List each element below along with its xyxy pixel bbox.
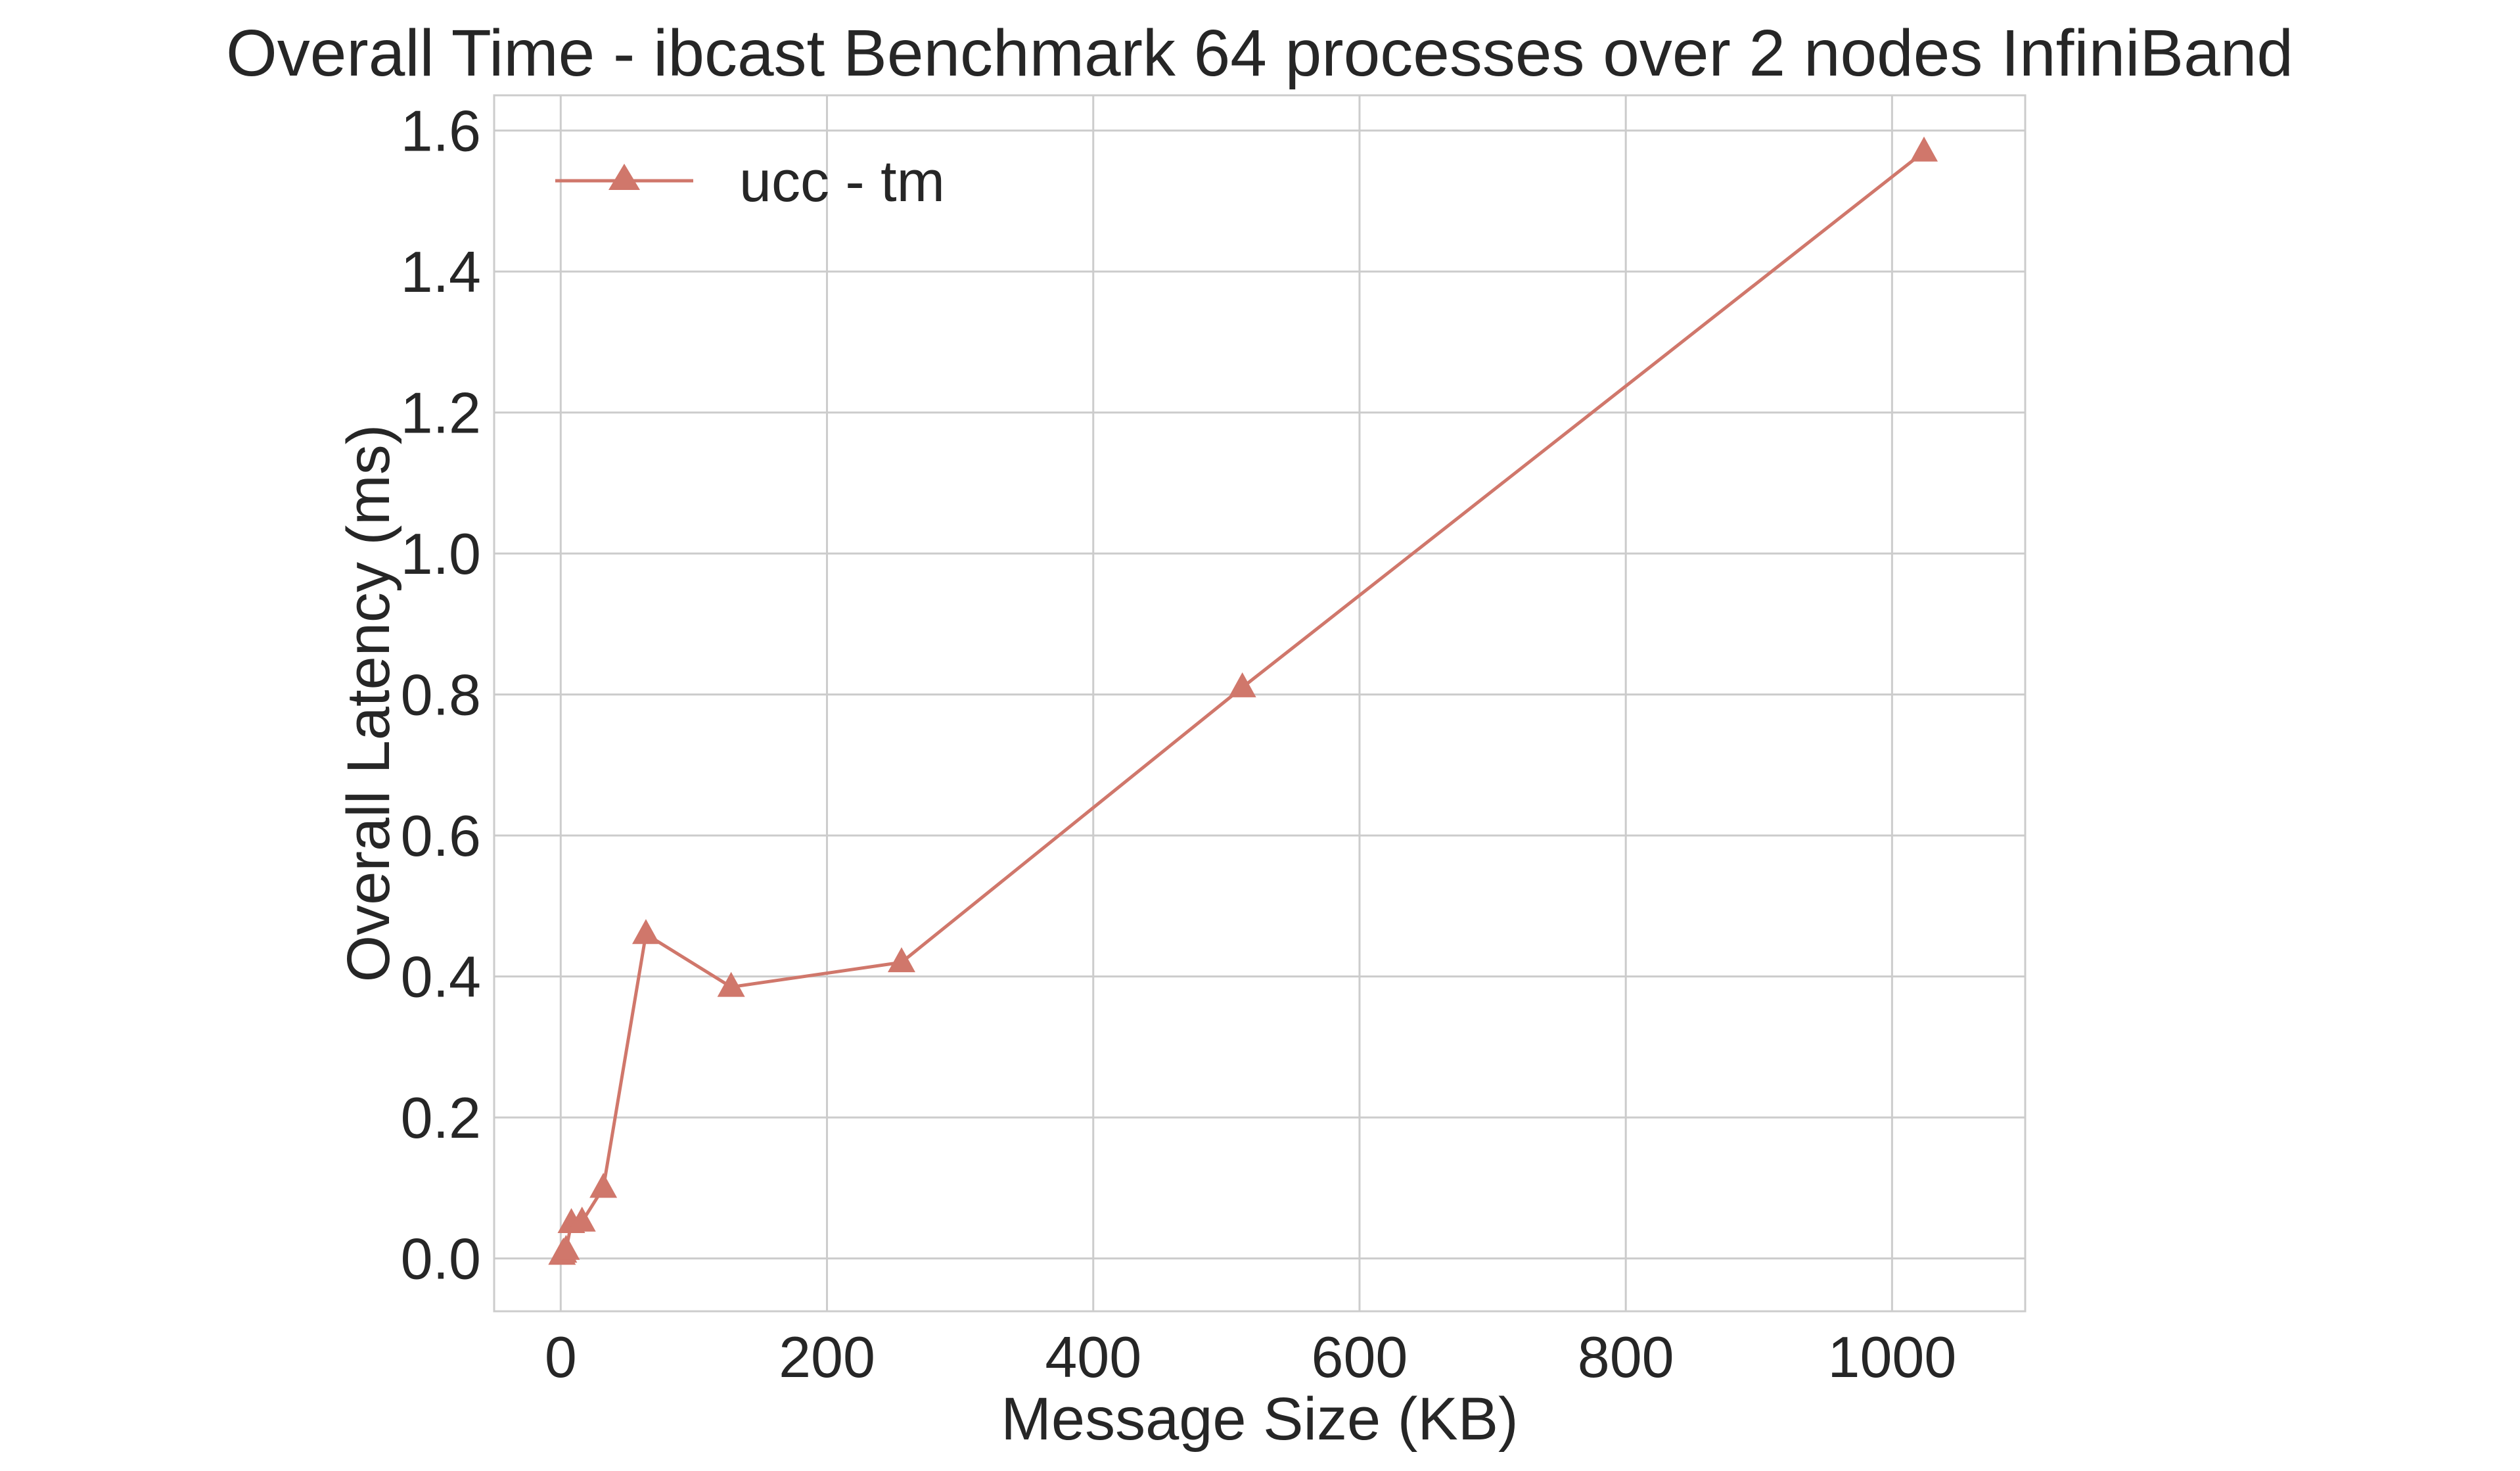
y-tick-label: 0.0 [401,1226,481,1292]
data-point-marker [717,971,745,997]
data-point-marker [887,947,915,973]
data-point-marker [631,919,660,945]
x-axis-label: Message Size (KB) [1001,1386,1518,1453]
data-point-marker [1228,672,1256,697]
y-tick-label: 0.8 [401,663,481,728]
y-tick-label: 1.0 [401,521,481,586]
y-tick-label: 1.2 [401,381,481,446]
x-tick-label: 800 [1578,1324,1674,1389]
y-tick-label: 1.6 [401,99,481,164]
series-line [561,150,1925,1256]
chart-title: Overall Time - ibcast Benchmark 64 proce… [226,16,2293,90]
legend-label: ucc - tm [739,149,945,214]
x-axis-ticks: 0 200 400 600 800 1000 [545,1324,1956,1389]
x-tick-label: 400 [1045,1324,1141,1389]
y-axis-ticks: 0.0 0.2 0.4 0.6 0.8 1.0 1.2 1.4 1.6 [401,99,481,1292]
x-tick-label: 0 [545,1324,577,1389]
y-tick-label: 0.2 [401,1085,481,1150]
x-tick-label: 200 [779,1324,875,1389]
series-layer [548,136,1938,1265]
data-point-marker [568,1206,596,1232]
x-tick-label: 1000 [1828,1324,1957,1389]
y-axis-label: Overall Latency (ms) [335,425,402,983]
y-tick-label: 0.4 [401,945,481,1010]
data-point-marker [1910,136,1938,162]
legend: ucc - tm [555,149,945,214]
grid-lines [494,95,2025,1311]
y-tick-label: 1.4 [401,239,481,304]
data-point-marker [552,1234,580,1260]
plot-frame [493,94,2027,1313]
data-point-marker [589,1173,618,1198]
y-tick-label: 0.6 [401,803,481,868]
legend-triangle-marker [608,164,640,190]
x-tick-label: 600 [1312,1324,1408,1389]
